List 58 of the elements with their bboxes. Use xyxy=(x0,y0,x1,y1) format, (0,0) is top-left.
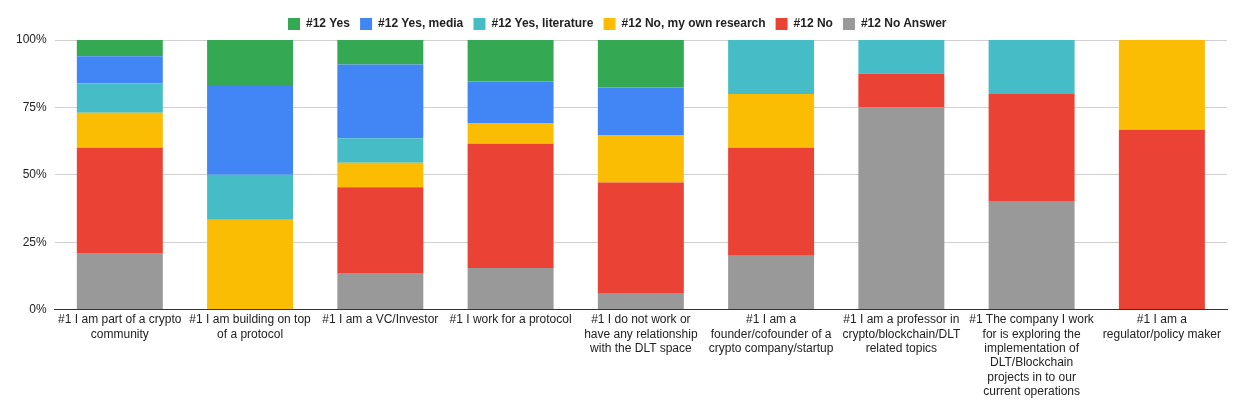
bar xyxy=(467,268,554,310)
bar xyxy=(337,64,424,139)
bar xyxy=(76,83,163,113)
bar xyxy=(988,40,1075,94)
bar xyxy=(1118,129,1205,310)
bar xyxy=(76,112,163,148)
legend-label: #12 Yes xyxy=(306,16,351,31)
bar xyxy=(467,40,554,82)
bar xyxy=(728,40,815,94)
y-tick-label: 25% xyxy=(22,234,48,249)
bar xyxy=(728,93,815,148)
bar xyxy=(76,252,163,310)
y-tick-label: 75% xyxy=(22,99,48,114)
bar xyxy=(76,56,163,84)
x-tick-label: #1 I work for a protocol xyxy=(449,312,572,327)
bar xyxy=(597,293,684,310)
bar xyxy=(76,40,163,57)
bar xyxy=(467,123,554,144)
legend-label: #12 Yes, literature xyxy=(491,16,594,31)
bar xyxy=(207,219,294,310)
legend-label: #12 Yes, media xyxy=(378,16,464,31)
x-tick-label: #1 The company I work for is exploring the implementation of DLT/Blockchain projects in to our current operations xyxy=(969,312,1095,399)
bar xyxy=(337,138,424,163)
bar xyxy=(988,201,1075,310)
bar xyxy=(337,187,424,273)
x-tick-label: #1 I am building on top of a protocol xyxy=(189,312,312,341)
bar xyxy=(728,147,815,256)
bar xyxy=(337,40,424,65)
bar xyxy=(988,93,1075,202)
bar xyxy=(76,147,163,253)
bar xyxy=(1118,40,1205,130)
bar xyxy=(597,87,684,135)
bar xyxy=(207,85,294,175)
bar xyxy=(858,73,945,108)
y-tick-label: 50% xyxy=(22,167,48,182)
bar xyxy=(597,134,684,183)
bar xyxy=(337,272,424,310)
legend-label: #12 No xyxy=(793,16,833,31)
legend-label: #12 No Answer xyxy=(860,16,947,31)
x-tick-label: #1 I am a regulator/policy maker xyxy=(1102,312,1221,341)
y-tick-label: 0% xyxy=(29,301,48,316)
legend-label: #12 No, my own research xyxy=(621,16,766,31)
bar xyxy=(858,107,945,310)
bar xyxy=(207,174,294,220)
y-tick-label: 100% xyxy=(15,32,48,47)
bar xyxy=(858,40,945,74)
bar xyxy=(467,81,554,124)
bar xyxy=(728,255,815,310)
x-tick-label: #1 I do not work or have any relationship with the DLT space xyxy=(584,312,698,355)
x-tick-label: #1 I am a VC/Investor xyxy=(322,312,439,327)
bar xyxy=(597,182,684,294)
bar xyxy=(337,162,424,188)
x-tick-label: #1 I am part of a crypto community xyxy=(58,312,182,341)
bar xyxy=(597,40,684,88)
bar xyxy=(467,143,554,269)
bar xyxy=(207,40,294,86)
x-tick-label: #1 I am a founder/cofounder of a crypto company/startup xyxy=(708,312,834,355)
x-tick-label: #1 I am a professor in crypto/blockchain/DLT related topics xyxy=(842,312,961,355)
